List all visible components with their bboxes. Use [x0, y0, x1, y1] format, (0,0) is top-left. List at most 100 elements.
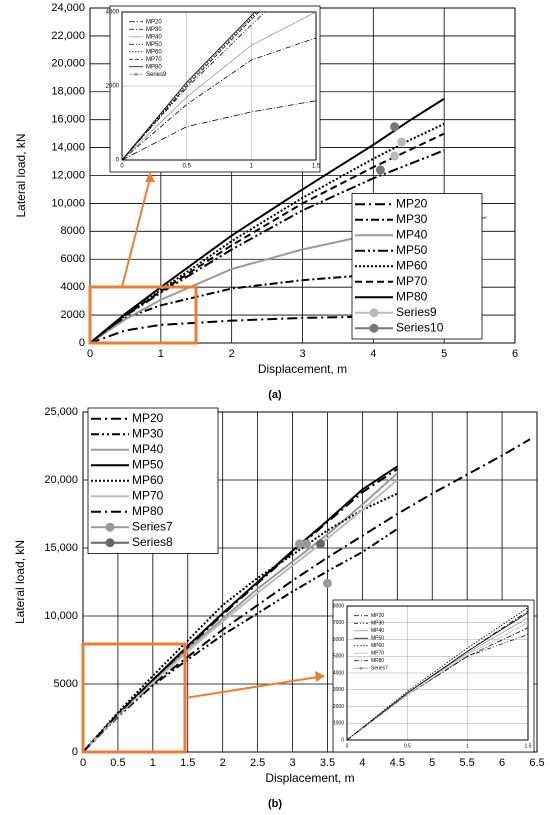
- x-tick-label: 0: [87, 348, 93, 360]
- legend-label: MP60: [146, 49, 162, 55]
- y-tick-label: 14,000: [51, 141, 85, 153]
- point: [322, 578, 332, 588]
- x-tick-label: 0.5: [182, 164, 191, 170]
- x-tick-label: 6: [499, 757, 505, 769]
- legend-label: MP40: [396, 227, 428, 241]
- y-tick-label: 5000: [54, 678, 78, 690]
- x-axis-title: Displacement, m: [265, 771, 354, 785]
- x-tick-label: 4: [370, 348, 376, 360]
- point: [375, 165, 385, 175]
- legend-marker: [105, 522, 115, 532]
- y-tick-label: 12,000: [51, 169, 85, 181]
- plot-border: [346, 605, 529, 741]
- x-tick-label: 2: [229, 348, 235, 360]
- x-tick-label: 3: [299, 348, 305, 360]
- point: [390, 122, 400, 132]
- point: [302, 539, 312, 549]
- point: [315, 539, 325, 549]
- legend-label: MP60: [371, 643, 384, 649]
- legend-label: MP80: [132, 504, 164, 518]
- legend-label: MP30: [132, 426, 164, 440]
- legend-marker: [359, 666, 363, 670]
- legend-label: MP40: [146, 34, 162, 40]
- x-tick-label: 2: [220, 757, 226, 769]
- x-tick-label: 0.5: [404, 743, 411, 749]
- arrow-head: [315, 671, 325, 682]
- series-line: [347, 607, 528, 740]
- y-tick-label: 8000: [61, 225, 85, 237]
- x-tick-label: 1: [158, 348, 164, 360]
- y-tick-label: 8000: [333, 603, 344, 609]
- legend-marker: [134, 72, 138, 76]
- y-tick-label: 24,000: [51, 2, 85, 14]
- x-tick-label: 0.5: [110, 757, 125, 769]
- x-tick-label: 2.5: [250, 757, 265, 769]
- inset-chart: 0 1000 2000 3000 4000 5000 6000 7000 8000 0 0.5 1 1.…: [332, 599, 535, 753]
- legend-label: MP60: [132, 473, 164, 487]
- series-line: [83, 492, 398, 752]
- legend-label: Series9: [146, 72, 167, 78]
- y-tick-label: 2000: [106, 84, 120, 90]
- x-tick-label: 1: [150, 757, 156, 769]
- legend-marker: [369, 323, 379, 333]
- legend-label: MP30: [396, 212, 428, 226]
- legend-label: MP20: [371, 613, 384, 619]
- series-line: [122, 12, 260, 160]
- x-tick-label: 0: [120, 164, 124, 170]
- series-line: [83, 438, 531, 752]
- x-tick-label: 6.5: [529, 757, 544, 769]
- x-tick-label: 3.5: [320, 757, 335, 769]
- x-tick-label: 4: [359, 757, 365, 769]
- legend-label: MP60: [396, 258, 428, 272]
- legend-label: Series7: [371, 666, 388, 672]
- y-tick-label: 2000: [61, 309, 85, 321]
- series-line: [122, 12, 316, 160]
- legend-label: MP80: [146, 64, 162, 70]
- x-tick-label: 1: [250, 164, 254, 170]
- legend-label: Series9: [396, 305, 437, 319]
- zoom-arrow: [184, 676, 319, 699]
- y-tick-label: 4000: [106, 10, 120, 16]
- caption: (a): [268, 389, 282, 401]
- legend-marker: [369, 308, 379, 318]
- y-tick-label: 10,000: [44, 610, 78, 622]
- legend-label: MP50: [146, 42, 162, 48]
- x-tick-label: 1: [466, 743, 469, 749]
- arrow-head: [145, 172, 155, 182]
- legend-label: MP20: [396, 196, 428, 210]
- series-line: [83, 479, 398, 752]
- series-line: [347, 622, 528, 740]
- y-tick-label: 3000: [333, 687, 344, 693]
- y-tick-label: 6000: [61, 253, 85, 265]
- legend-marker: [105, 538, 115, 548]
- series-line: [122, 100, 316, 160]
- y-tick-label: 0: [116, 158, 120, 164]
- x-tick-label: 3: [289, 757, 295, 769]
- x-tick-label: 5: [441, 348, 447, 360]
- x-tick-label: 5.5: [460, 757, 475, 769]
- x-axis-title: Displacement, m: [258, 362, 347, 376]
- legend-label: MP80: [396, 289, 428, 303]
- y-tick-label: 0: [79, 337, 85, 349]
- legend-label: MP40: [371, 628, 384, 634]
- x-tick-label: 1.5: [525, 743, 532, 749]
- y-tick-label: 4000: [61, 281, 85, 293]
- series-line: [122, 12, 256, 160]
- y-tick-label: 0: [341, 737, 344, 743]
- point: [397, 137, 407, 147]
- legend-label: MP70: [132, 488, 164, 502]
- legend-label: MP20: [132, 411, 164, 425]
- zoom-arrow: [121, 177, 151, 288]
- y-tick-label: 5000: [333, 654, 344, 660]
- y-tick-label: 10,000: [51, 197, 85, 209]
- legend-label: Series7: [132, 519, 173, 533]
- legend-label: Series8: [132, 535, 173, 549]
- x-tick-label: 0: [80, 757, 86, 769]
- plot-area: [122, 12, 316, 160]
- legend-label: MP80: [371, 658, 384, 664]
- series-line: [90, 270, 409, 343]
- y-tick-label: 18,000: [51, 86, 85, 98]
- y-tick-label: 25,000: [44, 406, 78, 418]
- legend-label: MP40: [132, 442, 164, 456]
- legend-label: MP50: [396, 243, 428, 257]
